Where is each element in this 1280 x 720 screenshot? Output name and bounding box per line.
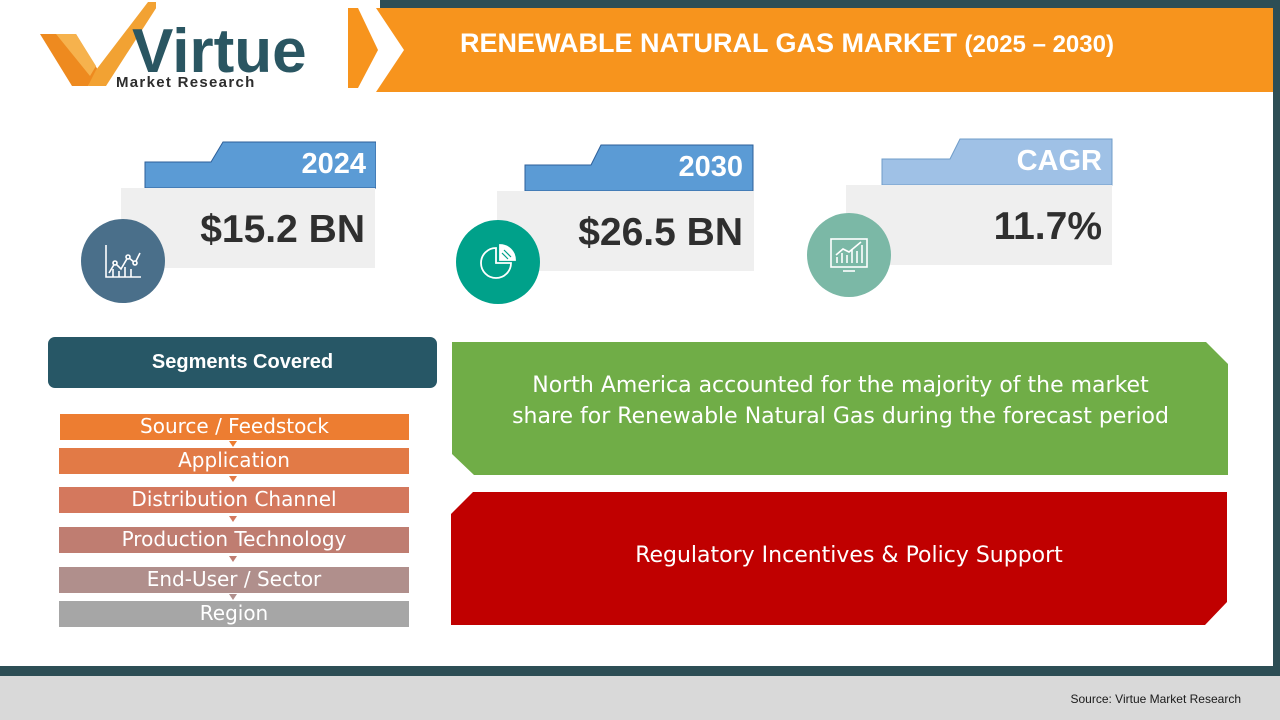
bar-chart-icon <box>830 238 868 272</box>
segment-item: Region <box>59 601 409 627</box>
down-arrow-icon <box>229 516 237 522</box>
stat-value: $26.5 BN <box>578 211 743 254</box>
segment-item: Production Technology <box>59 527 409 553</box>
highlight-line-1: North America accounted for the majority… <box>532 373 1149 398</box>
down-arrow-icon <box>229 476 237 482</box>
segment-item: End-User / Sector <box>59 567 409 593</box>
line-chart-icon <box>105 245 141 278</box>
source-note: Source: Virtue Market Research <box>1070 692 1241 706</box>
down-arrow-icon <box>229 556 237 562</box>
pie-chart-icon <box>480 244 516 279</box>
stat-card-2030: 2030 $26.5 BN <box>497 143 755 273</box>
segment-item: Source / Feedstock <box>60 414 409 440</box>
highlight-line-2: share for Renewable Natural Gas during t… <box>512 404 1169 429</box>
stat-circle-1 <box>81 219 165 303</box>
stat-circle-3 <box>807 213 891 297</box>
logo-wordmark: Virtue <box>132 17 307 86</box>
logo: Virtue Market Research <box>36 0 326 95</box>
logo-v-icon <box>40 2 156 86</box>
stat-card-2024: 2024 $15.2 BN <box>121 140 376 270</box>
segment-item: Application <box>59 448 409 474</box>
page-title: RENEWABLE NATURAL GAS MARKET (2025 – 203… <box>460 28 1260 59</box>
stat-circle-2 <box>456 220 540 304</box>
highlight-text: North America accounted for the majority… <box>452 370 1229 432</box>
footer-bar <box>0 676 1280 720</box>
stat-year-label: CAGR <box>1016 145 1102 177</box>
down-arrow-icon <box>229 441 237 447</box>
stat-value: 11.7% <box>993 205 1102 248</box>
driver-panel <box>451 492 1227 625</box>
title-main: RENEWABLE NATURAL GAS MARKET <box>460 28 957 58</box>
stat-value: $15.2 BN <box>200 208 365 251</box>
segment-item: Distribution Channel <box>59 487 409 513</box>
title-years: (2025 – 2030) <box>964 31 1114 58</box>
title-banner <box>348 8 1273 92</box>
logo-subtitle: Market Research <box>116 74 256 91</box>
highlight-panel <box>452 342 1228 475</box>
right-rule <box>1273 0 1280 676</box>
stat-year-label: 2030 <box>678 151 743 183</box>
bottom-rule <box>0 666 1280 676</box>
stat-year-label: 2024 <box>301 148 366 180</box>
down-arrow-icon <box>229 594 237 600</box>
segments-header: Segments Covered <box>48 337 437 388</box>
driver-text: Regulatory Incentives & Policy Support <box>635 543 1063 568</box>
top-rule <box>380 0 1280 8</box>
